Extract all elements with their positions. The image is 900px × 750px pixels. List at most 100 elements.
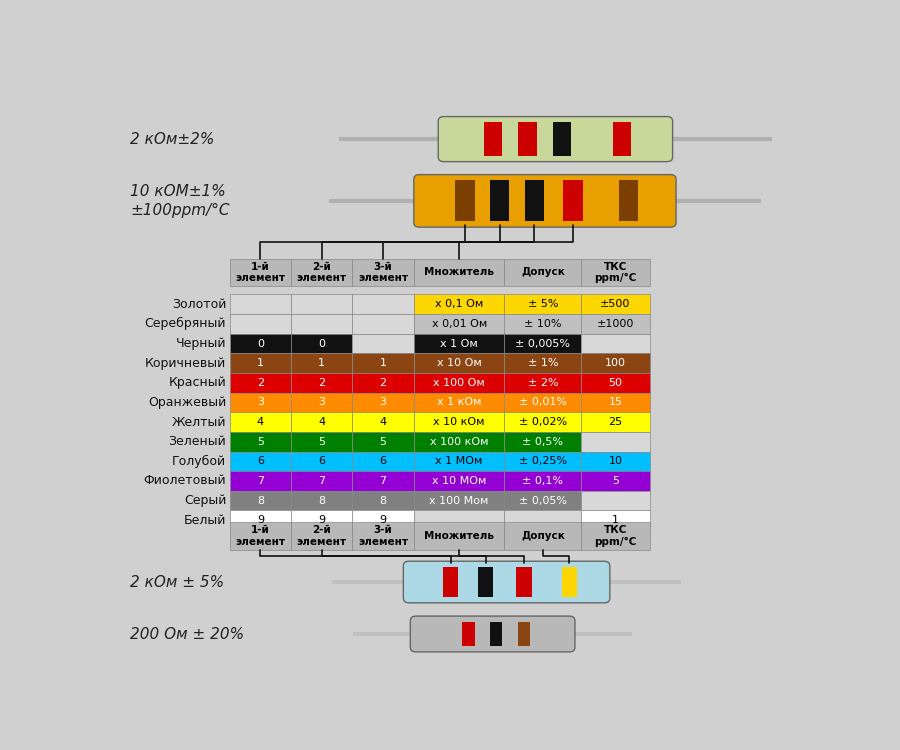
Text: 3-й
элемент: 3-й элемент (358, 525, 408, 547)
Text: x 0,01 Ом: x 0,01 Ом (431, 319, 487, 329)
FancyBboxPatch shape (414, 259, 505, 286)
Text: x 100 кОм: x 100 кОм (430, 436, 489, 447)
FancyBboxPatch shape (353, 522, 414, 550)
Text: 4: 4 (256, 417, 264, 427)
Text: x 10 кОм: x 10 кОм (434, 417, 485, 427)
FancyBboxPatch shape (581, 522, 650, 550)
FancyBboxPatch shape (291, 314, 353, 334)
FancyBboxPatch shape (554, 122, 572, 156)
FancyBboxPatch shape (230, 471, 291, 490)
FancyBboxPatch shape (505, 452, 581, 471)
Text: 8: 8 (256, 496, 264, 506)
FancyBboxPatch shape (581, 413, 650, 432)
Text: ± 0,02%: ± 0,02% (518, 417, 567, 427)
Text: Зеленый: Зеленый (168, 435, 226, 448)
FancyBboxPatch shape (613, 122, 631, 156)
Text: 8: 8 (380, 496, 387, 506)
Text: 3-й
элемент: 3-й элемент (358, 262, 408, 284)
FancyBboxPatch shape (291, 373, 353, 392)
Text: 10: 10 (608, 456, 623, 466)
Text: Множитель: Множитель (424, 268, 494, 278)
FancyBboxPatch shape (353, 511, 414, 530)
FancyBboxPatch shape (505, 413, 581, 432)
Text: ТКС
ppm/°C: ТКС ppm/°C (594, 525, 636, 547)
FancyBboxPatch shape (291, 432, 353, 451)
FancyBboxPatch shape (291, 471, 353, 490)
FancyBboxPatch shape (562, 567, 577, 597)
FancyBboxPatch shape (505, 522, 581, 550)
Text: 2-й
элемент: 2-й элемент (297, 262, 346, 284)
FancyBboxPatch shape (291, 353, 353, 373)
Text: ТКС
ppm/°C: ТКС ppm/°C (594, 262, 636, 284)
FancyBboxPatch shape (581, 392, 650, 412)
FancyBboxPatch shape (517, 567, 532, 597)
Text: Множитель: Множитель (424, 531, 494, 541)
FancyBboxPatch shape (490, 622, 502, 646)
Text: 7: 7 (256, 476, 264, 486)
Text: ± 1%: ± 1% (527, 358, 558, 368)
FancyBboxPatch shape (581, 490, 650, 511)
FancyBboxPatch shape (581, 471, 650, 490)
Text: 1-й
элемент: 1-й элемент (236, 262, 285, 284)
FancyBboxPatch shape (505, 295, 581, 314)
FancyBboxPatch shape (291, 511, 353, 530)
FancyBboxPatch shape (505, 490, 581, 511)
Text: 5: 5 (256, 436, 264, 447)
FancyBboxPatch shape (443, 567, 458, 597)
FancyBboxPatch shape (230, 511, 291, 530)
Text: 6: 6 (380, 456, 387, 466)
FancyBboxPatch shape (230, 334, 291, 353)
Text: Голубой: Голубой (172, 454, 226, 468)
Text: 9: 9 (319, 515, 325, 525)
Text: Золотой: Золотой (172, 298, 226, 310)
FancyBboxPatch shape (483, 122, 501, 156)
FancyBboxPatch shape (291, 259, 353, 286)
Text: Коричневый: Коричневый (145, 357, 226, 370)
Text: 0: 0 (319, 338, 325, 349)
FancyBboxPatch shape (518, 122, 536, 156)
Text: ± 0,25%: ± 0,25% (518, 456, 567, 466)
Text: Оранжевый: Оранжевый (148, 396, 226, 409)
FancyBboxPatch shape (291, 413, 353, 432)
Text: 5: 5 (612, 476, 619, 486)
FancyBboxPatch shape (505, 432, 581, 451)
Text: ±500: ±500 (600, 299, 631, 309)
FancyBboxPatch shape (230, 432, 291, 451)
FancyBboxPatch shape (353, 471, 414, 490)
Text: 1: 1 (612, 515, 619, 525)
FancyBboxPatch shape (505, 353, 581, 373)
Text: ± 0,5%: ± 0,5% (522, 436, 563, 447)
FancyBboxPatch shape (414, 334, 505, 353)
FancyBboxPatch shape (581, 432, 650, 451)
Text: 1: 1 (256, 358, 264, 368)
Text: 3: 3 (319, 398, 325, 407)
FancyBboxPatch shape (410, 616, 575, 652)
FancyBboxPatch shape (581, 353, 650, 373)
Text: 15: 15 (608, 398, 623, 407)
Text: x 10 Ом: x 10 Ом (436, 358, 482, 368)
FancyBboxPatch shape (414, 175, 676, 227)
FancyBboxPatch shape (490, 181, 509, 221)
FancyBboxPatch shape (353, 334, 414, 353)
Text: Серебряный: Серебряный (145, 317, 226, 331)
FancyBboxPatch shape (353, 259, 414, 286)
Text: ±1000: ±1000 (597, 319, 634, 329)
Text: 2: 2 (319, 378, 325, 388)
FancyBboxPatch shape (581, 314, 650, 334)
FancyBboxPatch shape (230, 259, 291, 286)
Text: 1-й
элемент: 1-й элемент (236, 525, 285, 547)
FancyBboxPatch shape (291, 522, 353, 550)
FancyBboxPatch shape (581, 295, 650, 314)
FancyBboxPatch shape (414, 471, 505, 490)
FancyBboxPatch shape (414, 490, 505, 511)
Text: 2: 2 (380, 378, 387, 388)
Text: ± 0,005%: ± 0,005% (516, 338, 571, 349)
FancyBboxPatch shape (462, 622, 474, 646)
FancyBboxPatch shape (414, 452, 505, 471)
Text: Красный: Красный (168, 376, 226, 389)
Text: 5: 5 (380, 436, 387, 447)
FancyBboxPatch shape (353, 452, 414, 471)
Text: ± 2%: ± 2% (527, 378, 558, 388)
Text: 7: 7 (319, 476, 325, 486)
Text: ± 10%: ± 10% (524, 319, 562, 329)
